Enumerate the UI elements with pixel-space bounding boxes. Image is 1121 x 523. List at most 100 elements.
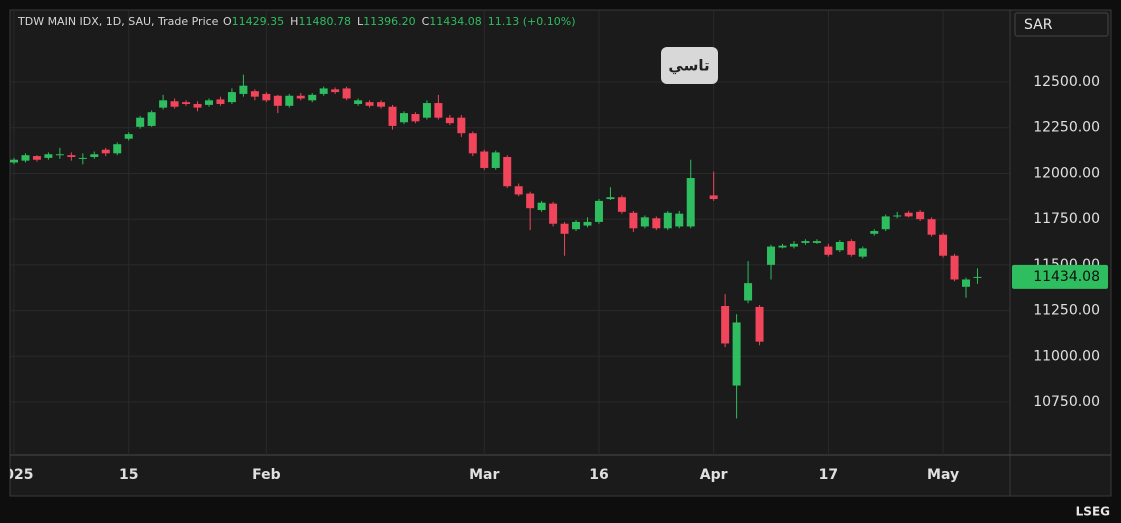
ohlc-value: 11429.35 [232,15,285,28]
candle-body [78,157,87,159]
candle-body [445,117,454,124]
candle-body [927,219,936,235]
badge-box [661,47,718,84]
candle-body [10,159,18,163]
candle-body [721,305,730,344]
candle-body [273,95,282,106]
candle-body [457,117,466,134]
candle-body [422,103,431,118]
candle-body [319,88,328,94]
last-price-box [1012,264,1108,289]
y-tick-label: 10750.00 [1033,394,1100,410]
candle-body [388,106,397,126]
candle-body [594,200,603,222]
candle-body [480,151,489,168]
candle-body [239,85,248,94]
candle-body [21,155,30,161]
candle-body [285,95,294,106]
candle-body [801,241,810,243]
candle-body [583,221,592,226]
candle-body [858,248,867,257]
candle-body [32,156,41,160]
ohlc-value: 11.13 (+0.10%) [488,15,576,28]
candle-body [537,202,546,211]
candle-body [675,213,684,227]
candle-body [377,102,386,107]
candle-body [308,94,317,101]
y-tick-label: 12250.00 [1033,120,1100,136]
candle-body [204,100,213,105]
y-tick-label: 11000.00 [1033,348,1100,364]
candle-body [182,102,191,104]
x-tick-label: 16 [589,467,608,483]
candle-body [159,100,168,108]
candle-body [90,154,99,157]
candle-body [227,92,236,103]
x-tick-label: Feb [252,467,281,483]
candle-body [893,215,902,217]
badge: تاسي [668,57,709,75]
candle-body [44,154,53,158]
x-axis-labels: 2025 15 Feb Mar 16 Apr 17 May [0,467,959,483]
candle-body [514,186,523,195]
candle-body [55,154,64,156]
y-tick-label: 11250.00 [1033,303,1100,319]
candle-body [812,241,821,243]
candle-body [916,211,925,220]
x-tick-label: May [927,467,959,483]
candle-body [331,89,340,93]
candle-body [434,103,443,118]
candle-body [526,193,535,209]
candle-body [939,234,948,256]
candle-body [250,91,259,97]
candle-body [170,101,179,107]
candle-body [354,100,363,104]
y-tick-label: 12500.00 [1033,74,1100,90]
candle-body [193,103,202,108]
currency-box[interactable] [1014,12,1109,37]
candle-body [652,218,661,229]
candle-body [399,113,408,123]
x-tick-label: Mar [469,467,499,483]
candle-body [835,242,844,251]
ohlc-value: 11480.78 [298,15,351,28]
ohlc-value: H [290,15,298,28]
candle-body [629,212,638,229]
candle-body [606,197,615,200]
symbol-title: TDW MAIN IDX, 1D, SAU, Trade Price [17,15,219,28]
ohlc-value: C [422,15,430,28]
x-tick-label: 17 [819,467,838,483]
candle-body [881,216,890,230]
currency[interactable]: SAR [1024,17,1053,33]
candle-body [755,306,764,342]
x-tick-label: Apr [700,467,728,483]
ohlc-readout: O 11429.35 H 11480.78 L 11396.20 C 11434.08 11.1… [223,15,576,28]
candle-body [296,95,305,99]
candle-body [560,223,569,234]
candle-body [870,231,879,234]
candle-body [101,149,110,154]
candle-body [468,133,477,154]
candle-body [663,212,672,229]
chart-panel [9,9,1112,497]
candle-body [503,156,512,187]
grid [10,10,1010,455]
candle-body [216,99,225,104]
candle-body [124,134,133,139]
candle-body [67,155,76,157]
candles [10,74,982,419]
candle-body [365,102,374,106]
last-price: 11434.08 [1033,269,1100,285]
ohlc-value: 11396.20 [363,15,416,28]
candle-body [962,279,971,287]
x-tick-label: 2025 [0,467,33,483]
x-tick-label: 15 [119,467,138,483]
candle-body [549,203,558,224]
candle-body [147,112,156,126]
candle-body [973,276,982,278]
y-tick-label: 11750.00 [1033,211,1100,227]
candle-body [847,241,856,255]
candle-body [617,197,626,212]
brand: LSEG [1076,505,1110,519]
candle-body [778,245,787,248]
